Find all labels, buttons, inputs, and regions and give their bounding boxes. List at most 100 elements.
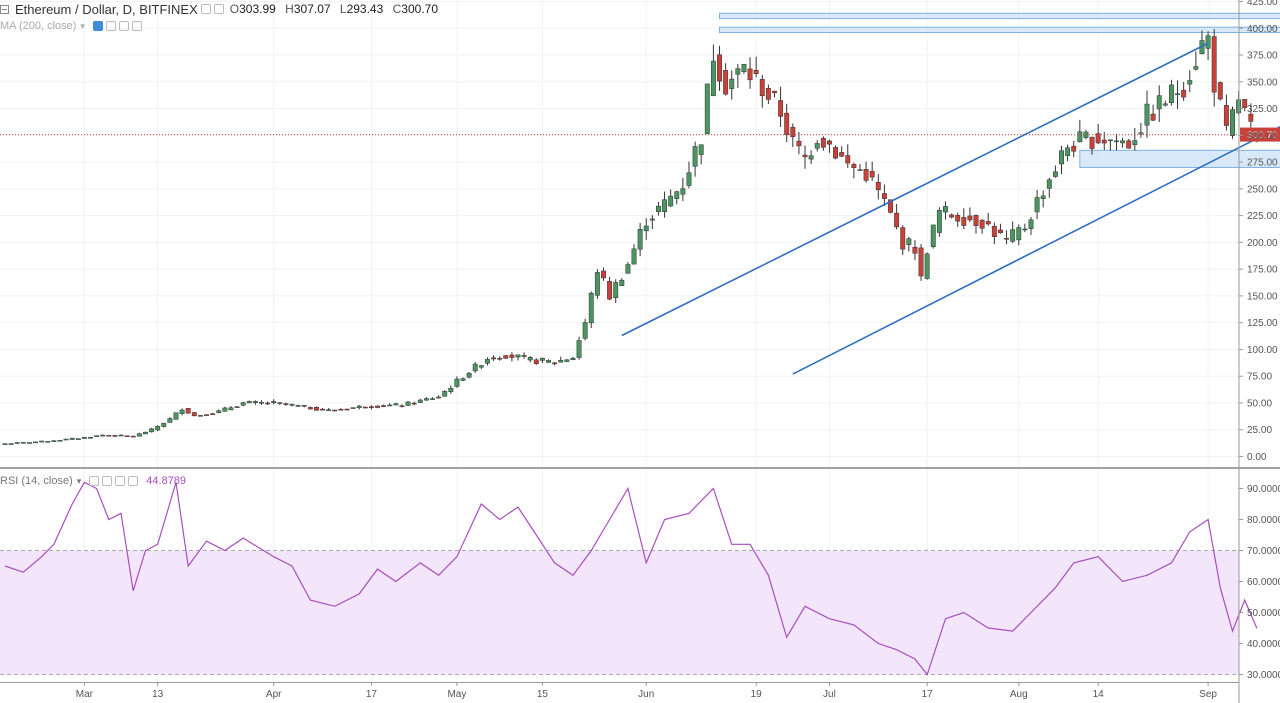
candle-body <box>1120 140 1126 144</box>
collapse-icon[interactable] <box>0 4 9 14</box>
settings-icon[interactable] <box>105 21 116 31</box>
candle-body <box>246 401 252 404</box>
price-tick-label: 175.00 <box>1247 265 1278 276</box>
candle-body <box>149 428 155 433</box>
rsi-tick-label: 70.0000 <box>1247 546 1280 557</box>
close-icon[interactable] <box>131 21 142 31</box>
candle-body <box>802 154 808 158</box>
candle-body <box>338 408 344 411</box>
rsi-tick-label: 60.0000 <box>1247 577 1280 588</box>
time-tick-label: Jul <box>823 689 836 700</box>
chevron-down-icon[interactable]: ▾ <box>80 20 85 31</box>
time-tick-label: 17 <box>366 689 378 700</box>
chevron-down-icon[interactable]: ▾ <box>76 475 82 486</box>
candle-body <box>375 405 380 408</box>
ma-indicator-legend[interactable]: MA (200, close) ▾ <box>0 19 142 33</box>
candle-body <box>94 435 100 437</box>
candle-body <box>674 191 680 199</box>
open-value: 303.99 <box>239 2 276 16</box>
candle-body <box>1132 140 1138 146</box>
price-tick-label: 375.00 <box>1247 51 1278 62</box>
rsi-indicator-legend[interactable]: RSI (14, close) ▾ 44.8789 <box>0 474 186 488</box>
price-tick-label: 350.00 <box>1247 77 1278 88</box>
candle-body <box>1138 132 1144 135</box>
candle-body <box>185 408 191 414</box>
candle-body <box>662 199 668 213</box>
candle-body <box>717 54 722 82</box>
settings-icon[interactable] <box>213 4 224 14</box>
price-tick-label: 50.00 <box>1247 398 1272 409</box>
low-label: L <box>339 2 347 16</box>
candle-body <box>1211 36 1217 93</box>
candle-body <box>570 357 576 361</box>
candle-body <box>362 406 368 409</box>
candle-body <box>124 435 130 437</box>
candle-body <box>796 140 802 147</box>
candle-body <box>790 127 796 138</box>
candle-body <box>582 322 588 339</box>
candle-body <box>1144 103 1150 126</box>
rsi-band-fill <box>0 550 1239 675</box>
candle-body <box>1095 133 1101 144</box>
candle-body <box>539 357 545 361</box>
candle-body <box>1242 99 1248 108</box>
candle-body <box>8 443 14 445</box>
price-tick-label: 425.00 <box>1247 0 1278 8</box>
chart-header: Ethereum / Dollar, D, BITFINEX O303.99 H… <box>0 0 444 18</box>
candle-body <box>1175 93 1180 95</box>
price-tick-label: 100.00 <box>1247 345 1278 356</box>
candle-body <box>344 408 350 411</box>
candle-body <box>314 407 319 411</box>
price-tick-label: 75.00 <box>1247 372 1272 383</box>
candle-body <box>839 152 845 157</box>
time-tick-label: 15 <box>537 689 549 700</box>
candle-body <box>1168 84 1174 103</box>
add-icon[interactable] <box>115 476 126 486</box>
time-tick-label: Aug <box>1010 689 1028 700</box>
price-tick-label: 275.00 <box>1247 158 1278 169</box>
candle-body <box>778 100 784 117</box>
candle-body <box>808 155 814 160</box>
add-icon[interactable] <box>118 21 129 31</box>
candle-body <box>430 398 435 400</box>
eye-icon[interactable] <box>92 21 103 31</box>
candle-body <box>57 439 63 442</box>
candle-body <box>888 199 893 213</box>
candle-body <box>686 172 692 186</box>
last-price-badge <box>1240 127 1280 142</box>
candle-body <box>924 253 930 279</box>
candle-body <box>33 441 38 444</box>
resistance-zone-2 <box>719 26 1280 34</box>
settings-icon[interactable] <box>102 476 113 486</box>
candle-body <box>729 78 735 89</box>
candle-body <box>845 155 851 164</box>
candle-body <box>918 247 924 277</box>
candle-body <box>1248 113 1254 122</box>
candle-body <box>20 442 26 444</box>
candle-body <box>552 362 558 365</box>
candle-body <box>747 68 753 81</box>
candle-body <box>1187 80 1193 85</box>
candle-body <box>326 409 332 411</box>
candle-body <box>216 410 222 413</box>
channel-lower <box>792 125 1280 375</box>
candle-body <box>936 210 942 233</box>
candle-body <box>234 406 240 408</box>
candle-body <box>1046 179 1052 189</box>
eye-icon[interactable] <box>89 476 100 486</box>
price-tick-label: 200.00 <box>1247 238 1278 249</box>
candle-body <box>704 83 710 135</box>
candle-body <box>759 79 765 97</box>
candle-body <box>979 219 985 229</box>
candle-body <box>240 402 246 406</box>
rsi-series <box>4 481 1258 676</box>
candle-body <box>63 438 69 441</box>
close-icon[interactable] <box>128 476 139 486</box>
candle-body <box>912 246 918 254</box>
time-tick-label: Sep <box>1199 689 1217 700</box>
candle-body <box>1230 109 1235 136</box>
candle-body <box>39 440 45 443</box>
candle-body <box>197 415 203 417</box>
eye-icon[interactable] <box>200 4 211 14</box>
